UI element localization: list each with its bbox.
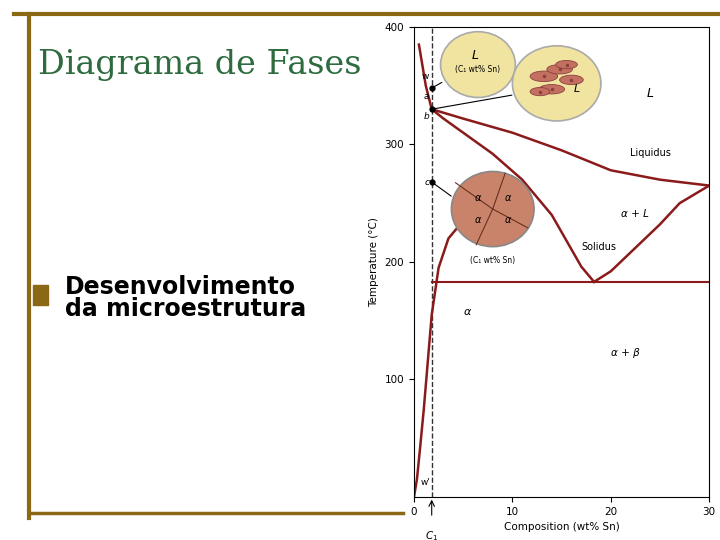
Text: L: L bbox=[472, 49, 479, 62]
Text: L: L bbox=[573, 84, 580, 94]
Text: Solidus: Solidus bbox=[581, 242, 616, 252]
Text: α + L: α + L bbox=[621, 210, 649, 219]
Ellipse shape bbox=[547, 65, 572, 74]
Ellipse shape bbox=[441, 32, 516, 97]
Ellipse shape bbox=[556, 60, 577, 69]
Text: c: c bbox=[424, 178, 429, 186]
Ellipse shape bbox=[451, 172, 534, 247]
Text: α: α bbox=[474, 214, 481, 225]
X-axis label: Composition (wt% Sn): Composition (wt% Sn) bbox=[504, 522, 619, 532]
Text: L: L bbox=[647, 87, 654, 100]
Text: b: b bbox=[423, 112, 429, 120]
Text: Liquidus: Liquidus bbox=[631, 148, 671, 158]
Text: w: w bbox=[422, 72, 429, 81]
Ellipse shape bbox=[530, 87, 550, 96]
Text: w': w' bbox=[420, 478, 431, 488]
Text: a: a bbox=[424, 92, 429, 100]
Y-axis label: Temperature (°C): Temperature (°C) bbox=[369, 217, 379, 307]
Text: α: α bbox=[504, 214, 510, 225]
Text: α + β: α + β bbox=[611, 348, 639, 358]
Text: (C₁ wt% Sn): (C₁ wt% Sn) bbox=[455, 65, 500, 74]
Ellipse shape bbox=[559, 75, 583, 85]
Text: $C_1$: $C_1$ bbox=[425, 530, 438, 540]
Ellipse shape bbox=[539, 85, 564, 94]
Text: α: α bbox=[463, 307, 471, 317]
Text: α: α bbox=[474, 193, 481, 204]
Ellipse shape bbox=[530, 71, 558, 82]
Text: da microestrutura: da microestrutura bbox=[65, 297, 306, 321]
Text: Desenvolvimento: Desenvolvimento bbox=[65, 275, 296, 299]
Text: Diagrama de Fases: Diagrama de Fases bbox=[37, 49, 361, 80]
Ellipse shape bbox=[513, 46, 601, 121]
Text: α: α bbox=[504, 193, 510, 204]
Bar bbox=[33, 285, 48, 305]
Text: (C₁ wt% Sn): (C₁ wt% Sn) bbox=[470, 256, 516, 265]
